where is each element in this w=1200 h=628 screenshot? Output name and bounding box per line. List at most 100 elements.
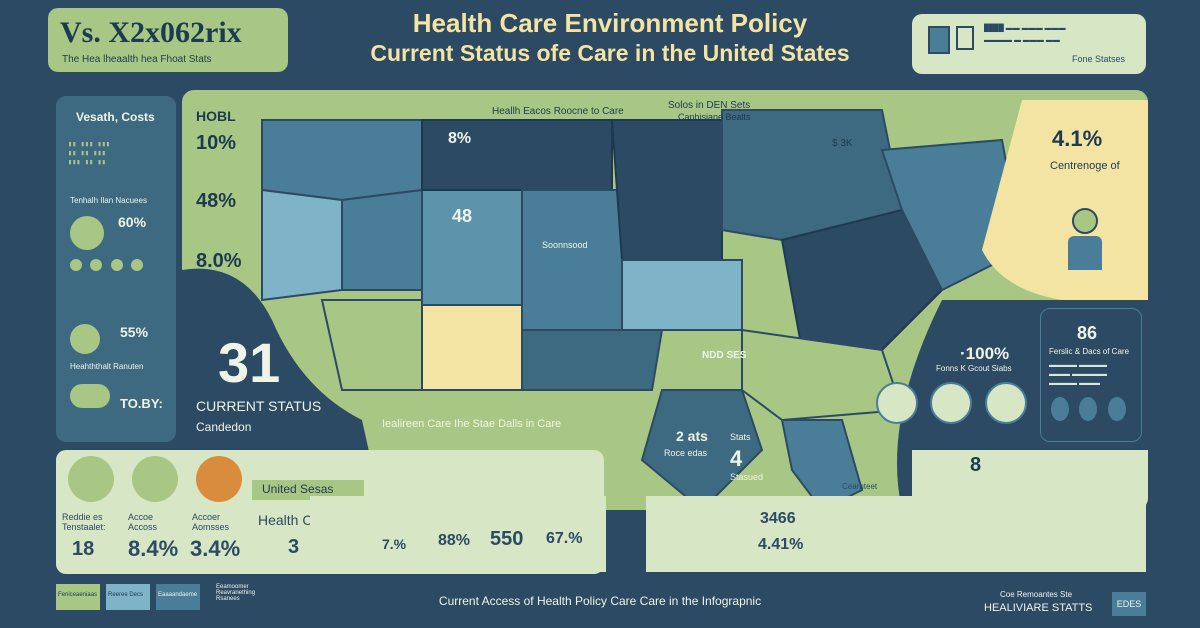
left-pct-1: 60%: [118, 214, 147, 230]
stat3: 3.4%: [190, 536, 241, 561]
map-value-8pct: 8%: [448, 130, 472, 147]
health-care-num: 3: [288, 536, 300, 558]
state-c4: [521, 329, 664, 391]
stat2-label: Accoe Accoss: [128, 512, 158, 532]
legend: Feniceaeniaas Reeree Decs Eaaaandaeme Ee…: [56, 584, 255, 612]
col2-v3: 8.0%: [196, 250, 242, 272]
state-w2: [341, 188, 423, 291]
circle-icon-1: [70, 216, 104, 250]
state-east: [780, 208, 944, 351]
strip-v6: 4.41%: [758, 536, 804, 553]
heart-caption: Cearnteet: [842, 482, 878, 491]
legend-label-4: Eeamoomer Reavranething Rsanees: [216, 584, 256, 602]
big-number: 31: [218, 331, 281, 394]
legend-box-3: Eaaaandaeme: [156, 584, 200, 610]
strip-v1: 7.%: [382, 536, 407, 552]
map-title: Heallh Eacos Roocne to Care: [492, 106, 624, 117]
right-pct-label: Centrenoge of: [1050, 160, 1120, 172]
right-pct: 4.1%: [1052, 126, 1103, 151]
right-num-86-label: Ferslic & Dacs of Care: [1049, 347, 1130, 356]
brand-logo: EDES: [1112, 592, 1146, 616]
document-icon: [956, 26, 974, 50]
stats-strip: 7.% 88% 550 67.%: [310, 496, 606, 572]
state-sw: [320, 299, 423, 391]
right-dark-card: 86 Ferslic & Dacs of Care ▬▬▬▬ ▬▬▬▬ ▬▬▬ ▬…: [1040, 308, 1142, 442]
legend-box-1: Feniceaeniaas: [56, 584, 100, 610]
col2-v1: 10%: [196, 132, 237, 154]
stat1-label: Reddie es Tenstaalet:: [62, 512, 106, 532]
strip-v4: 67.%: [546, 530, 583, 547]
state-se: [741, 328, 904, 422]
top-right-card: ████ ▬▬ ▬▬▬ ▬▬▬ ▬▬▬▬ ▬ ▬▬▬ ▬▬ Fone Stats…: [912, 14, 1146, 74]
top-right-caption: Fone Statses: [1072, 54, 1126, 64]
avatar-1-icon: [68, 456, 114, 502]
right-stats-strip: 3466 4.41%: [646, 496, 1146, 572]
brand: HEALIVIARE STATTS: [984, 602, 1093, 614]
current-status-sub: Candedon: [196, 420, 252, 434]
avatar-2-icon: [132, 456, 178, 502]
col2-title: HOBL: [196, 108, 236, 124]
left-pct-2: 55%: [120, 324, 149, 340]
footer-caption: Current Access of Health Policy Care Car…: [438, 594, 762, 608]
strip-v5: 3466: [760, 510, 796, 527]
state-c3: [521, 189, 623, 331]
people-icon: [70, 258, 162, 292]
map-v-stats: Stats: [730, 432, 751, 442]
circle-icon-2: [70, 324, 100, 354]
map-dollar-k: $ 3K: [832, 138, 853, 149]
brand-top: Coe Remoantes Ste: [1000, 590, 1073, 599]
page-subtitle: Current Status ofe Care in the United St…: [370, 40, 850, 66]
state-nw: [261, 119, 423, 202]
avatar-3-icon: [196, 456, 242, 502]
strip-v3: 550: [490, 528, 524, 550]
lungs-icon: [1051, 397, 1131, 427]
legend-box-2: Reeree Decs: [106, 584, 150, 610]
stat2: 8.4%: [128, 536, 179, 561]
stat1: 18: [72, 538, 95, 560]
state-mid2: [621, 259, 743, 331]
map-value-48: 48: [452, 206, 473, 226]
right-pct-100: ·100%: [960, 344, 1010, 363]
united-label: United Sesas: [262, 482, 334, 496]
state-w1: [261, 188, 343, 302]
right-num-8: 8: [970, 454, 982, 476]
state-mid: [610, 119, 723, 261]
current-status: Current Status: [196, 398, 322, 414]
circle-icon-3: [70, 384, 110, 408]
title-badge: Vs. X2x062rix The Hea lheaalth hea Fhoat…: [48, 8, 288, 72]
col2-v2: 48%: [196, 190, 237, 212]
state-texas: [640, 389, 764, 510]
clipboard-icon: [930, 382, 973, 424]
page-title: Health Care Environment Policy: [412, 8, 808, 38]
building-icon: [928, 26, 950, 54]
badge-title: Vs. X2x062rix: [60, 16, 242, 49]
left-panel-title: Vesath, Costs: [76, 110, 155, 124]
map-v-roce: Roce edas: [664, 448, 708, 458]
right-pct-100-label: Fonns K Gcout Siabs: [936, 364, 1012, 373]
person-body-icon: [1068, 236, 1102, 270]
person-icon: [1072, 208, 1098, 234]
map-v-2ats: 2 ats: [676, 428, 708, 444]
map-panel: Heallh Eacos Roocne to Care Solos in DEN…: [182, 90, 1148, 510]
left-pct-3: TO.BY:: [120, 396, 163, 411]
left-section-2: Tenhalh Ilan Nacuees: [70, 196, 147, 205]
state-yellow: [421, 304, 523, 391]
badge-subtitle: The Hea lheaalth hea Fhoat Stats: [62, 54, 212, 65]
hospital-icon: [984, 382, 1027, 424]
us-map: [182, 100, 1148, 510]
map-ndd: NDD SES: [702, 350, 747, 361]
medical-icons-row: [876, 382, 1036, 426]
left-panel: Vesath, Costs ▮▮ ▮▮▮ ▮▮▮ ▮▮ ▮▮ ▮▮▮ ▮▮▮ ▮▮ …: [56, 96, 176, 442]
map-subtitle: Solos in DEN Sets: [668, 100, 751, 111]
stat3-label: Accoer Aomsses: [192, 512, 230, 532]
map-subtitle-2: Canhisiane Bealts: [678, 112, 751, 122]
left-section-3: Heahththalt Ranuten: [70, 362, 144, 371]
doctor-icon: [876, 382, 918, 424]
united-label-bg: [252, 480, 364, 500]
map-bottom-label: Iealireen Care Ihe Stae Dalls in Care: [382, 418, 562, 430]
strip-v2: 88%: [438, 532, 471, 549]
map-sonesb: Soonnsood: [542, 240, 588, 250]
map-v-4: 4: [730, 446, 743, 471]
map-v-stasued: Stasued: [730, 472, 764, 482]
right-num-86: 86: [1077, 323, 1098, 343]
